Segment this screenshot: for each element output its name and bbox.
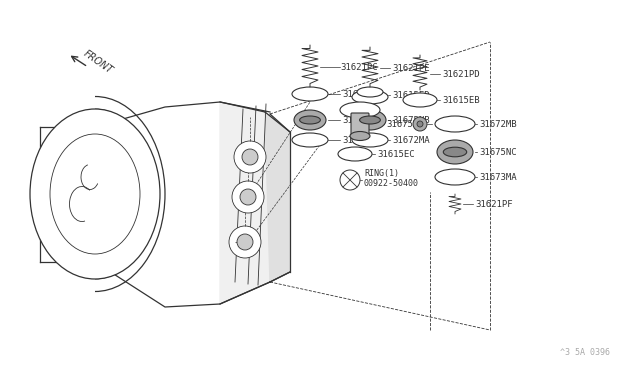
Ellipse shape xyxy=(403,93,437,107)
Text: 31672M: 31672M xyxy=(342,90,374,99)
Circle shape xyxy=(229,226,261,258)
Text: 31675NC: 31675NC xyxy=(479,148,516,157)
Text: 31615EB: 31615EB xyxy=(442,96,479,105)
Text: RING(1): RING(1) xyxy=(364,169,399,177)
Text: 00922-50400: 00922-50400 xyxy=(364,179,419,187)
Ellipse shape xyxy=(437,140,473,164)
Circle shape xyxy=(234,141,266,173)
Ellipse shape xyxy=(354,110,386,130)
Text: ^3 5A 0396: ^3 5A 0396 xyxy=(560,348,610,357)
Text: 31672MA: 31672MA xyxy=(392,135,429,144)
Text: 31615EC: 31615EC xyxy=(377,150,415,158)
Ellipse shape xyxy=(435,169,475,185)
Text: 31372M: 31372M xyxy=(434,119,467,128)
Ellipse shape xyxy=(294,110,326,130)
Circle shape xyxy=(413,117,427,131)
Ellipse shape xyxy=(50,134,140,254)
Ellipse shape xyxy=(444,147,467,157)
Text: 31675NB: 31675NB xyxy=(392,115,429,125)
Ellipse shape xyxy=(435,116,475,132)
Ellipse shape xyxy=(350,131,370,141)
Circle shape xyxy=(237,234,253,250)
Circle shape xyxy=(240,189,256,205)
Ellipse shape xyxy=(30,109,160,279)
Text: 31673M: 31673M xyxy=(342,135,374,144)
Ellipse shape xyxy=(352,133,388,147)
Text: 31615ED: 31615ED xyxy=(392,90,429,99)
Text: 31672MB: 31672MB xyxy=(479,119,516,128)
Ellipse shape xyxy=(357,87,383,97)
Text: 31673MA: 31673MA xyxy=(479,173,516,182)
Ellipse shape xyxy=(292,87,328,101)
Ellipse shape xyxy=(340,102,380,118)
Text: 31675NA: 31675NA xyxy=(386,119,424,128)
Polygon shape xyxy=(220,102,270,304)
Ellipse shape xyxy=(300,116,321,124)
Text: 31621PE: 31621PE xyxy=(392,64,429,73)
Text: 31621PC: 31621PC xyxy=(340,62,378,71)
Text: 31621PD: 31621PD xyxy=(442,70,479,78)
Circle shape xyxy=(232,181,264,213)
Circle shape xyxy=(340,170,360,190)
Text: 31675N: 31675N xyxy=(342,115,374,125)
Circle shape xyxy=(242,149,258,165)
Ellipse shape xyxy=(352,90,388,104)
Ellipse shape xyxy=(338,147,372,161)
Text: FRONT: FRONT xyxy=(82,49,115,76)
Circle shape xyxy=(417,121,423,127)
Text: 31621PF: 31621PF xyxy=(475,199,513,208)
FancyBboxPatch shape xyxy=(351,113,369,137)
Polygon shape xyxy=(265,112,290,282)
Ellipse shape xyxy=(292,133,328,147)
Ellipse shape xyxy=(360,116,380,124)
